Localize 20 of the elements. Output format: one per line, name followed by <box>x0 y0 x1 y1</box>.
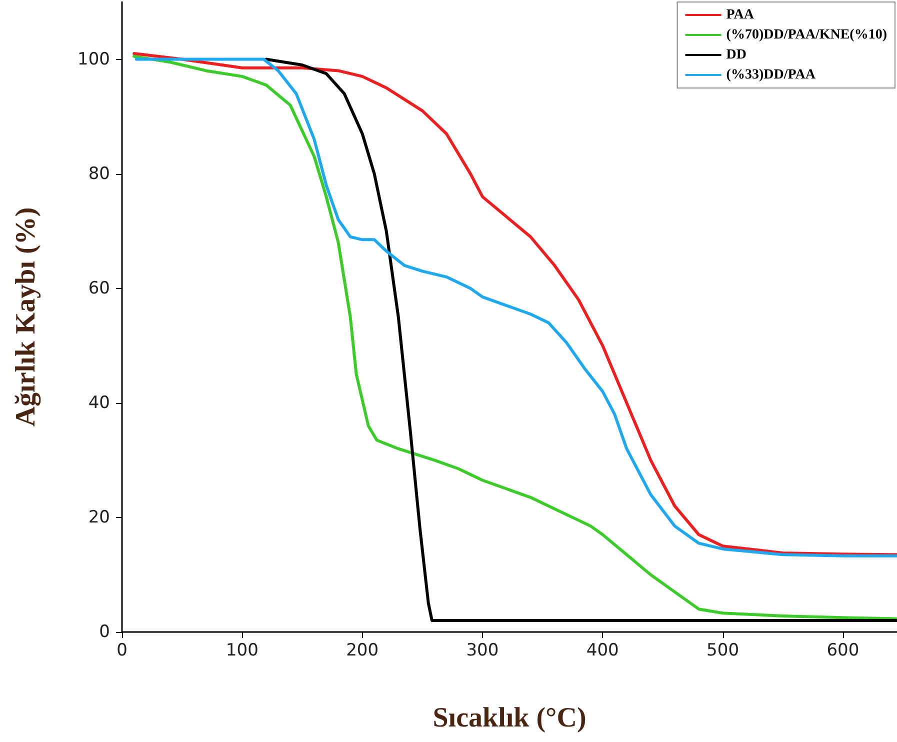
x-tick-label: 600 <box>826 640 860 660</box>
x-tick-label: 400 <box>586 640 619 660</box>
y-tick-label: 60 <box>88 278 110 298</box>
x-tick-label: 300 <box>466 640 499 660</box>
y-tick-label: 100 <box>78 49 110 70</box>
y-tick-label: 20 <box>88 507 110 528</box>
y-axis-title: Ağırlık Kaybı (%) <box>10 207 42 427</box>
x-tick-label: 200 <box>346 640 379 660</box>
y-tick-label: 40 <box>88 392 110 413</box>
y-tick-label: 0 <box>99 622 110 642</box>
line-series <box>264 58 897 622</box>
legend-label: PAA <box>726 8 755 22</box>
legend-label: (%33)DD/PAA <box>726 68 816 82</box>
legend-label: (%70)DD/PAA/KNE(%10) <box>726 28 888 42</box>
y-tick-label: 80 <box>88 164 110 184</box>
x-tick-label: 0 <box>116 640 128 660</box>
x-tick-label: 500 <box>706 640 739 660</box>
x-axis-title: Sıcaklık (°C) <box>432 702 586 734</box>
x-tick-label: 100 <box>226 640 258 660</box>
legend-label: DD <box>726 48 747 62</box>
